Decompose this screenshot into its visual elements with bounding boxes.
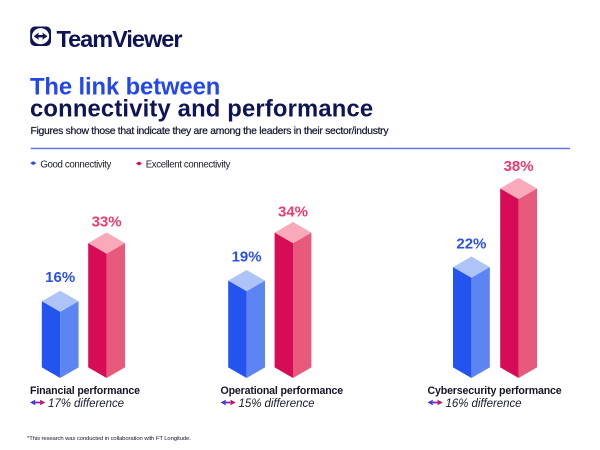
svg-text:Figures show those that indica: Figures show those that indicate they ar… <box>31 126 390 137</box>
svg-text:*This research was conducted i: *This research was conducted in collabor… <box>27 436 191 442</box>
svg-text:19%: 19% <box>232 248 262 265</box>
svg-text:17% difference: 17% difference <box>48 398 124 410</box>
svg-text:15% difference: 15% difference <box>239 398 315 410</box>
svg-text:22%: 22% <box>456 235 486 252</box>
svg-text:TeamViewer: TeamViewer <box>57 26 183 52</box>
svg-text:38%: 38% <box>504 158 534 175</box>
svg-text:Excellent connectivity: Excellent connectivity <box>146 159 231 170</box>
svg-text:16% difference: 16% difference <box>446 398 522 410</box>
svg-text:Operational performance: Operational performance <box>221 385 344 397</box>
svg-text:The link between: The link between <box>30 73 220 100</box>
svg-text:Financial performance: Financial performance <box>30 385 140 397</box>
svg-text:Cybersecurity performance: Cybersecurity performance <box>428 385 562 397</box>
svg-text:33%: 33% <box>92 214 122 231</box>
svg-text:16%: 16% <box>45 269 75 286</box>
svg-text:connectivity and performance: connectivity and performance <box>30 95 373 122</box>
svg-text:34%: 34% <box>278 204 308 221</box>
svg-text:Good connectivity: Good connectivity <box>40 159 111 170</box>
